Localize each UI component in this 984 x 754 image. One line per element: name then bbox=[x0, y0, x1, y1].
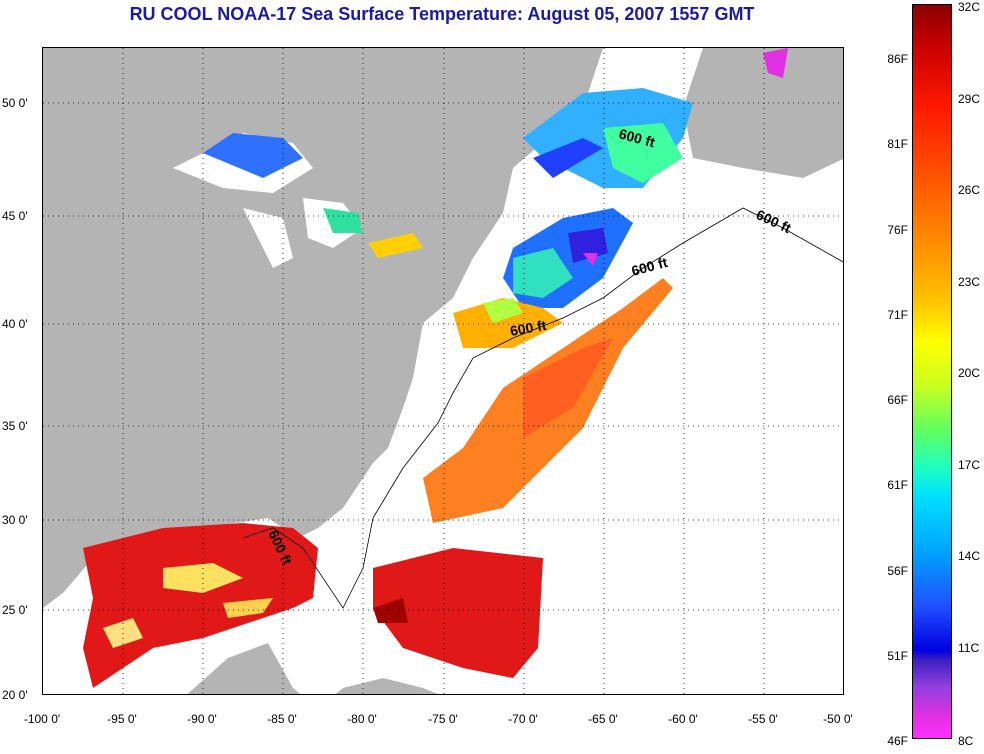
cbar-c-17: 17C bbox=[958, 458, 981, 472]
cbar-c-14: 14C bbox=[958, 549, 981, 563]
isobath-600ft bbox=[242, 207, 843, 609]
cbar-c-29: 29C bbox=[958, 92, 981, 106]
atlantic-sst bbox=[373, 278, 673, 678]
y-tick-35: 35 0' bbox=[2, 419, 28, 433]
great-lakes bbox=[173, 133, 423, 268]
x-tick-minus60: -60 0' bbox=[668, 712, 698, 726]
gulf-maine-sst bbox=[453, 208, 633, 348]
x-tick-minus85: -85 0' bbox=[267, 712, 297, 726]
x-tick-minus100: -100 0' bbox=[23, 712, 61, 726]
x-tick-minus90: -90 0' bbox=[187, 712, 217, 726]
land-areas bbox=[43, 48, 843, 694]
x-tick-minus75: -75 0' bbox=[428, 712, 458, 726]
y-tick-25: 25 0' bbox=[2, 603, 28, 617]
x-tick-minus65: -65 0' bbox=[588, 712, 618, 726]
x-tick-minus80: -80 0' bbox=[347, 712, 377, 726]
cbar-f-71: 71F bbox=[887, 308, 908, 322]
cbar-f-76: 76F bbox=[887, 223, 908, 237]
cbar-c-26: 26C bbox=[958, 183, 981, 197]
cbar-f-81: 81F bbox=[887, 137, 908, 151]
temperature-colorbar bbox=[912, 4, 952, 739]
cbar-f-86: 86F bbox=[887, 52, 908, 66]
cbar-f-66: 66F bbox=[887, 393, 908, 407]
x-tick-minus50: -50 0' bbox=[823, 712, 853, 726]
x-tick-minus95: -95 0' bbox=[107, 712, 137, 726]
cbar-c-23: 23C bbox=[958, 275, 981, 289]
y-tick-50: 50 0' bbox=[2, 96, 28, 110]
contour-label-4: 600 ft bbox=[509, 317, 548, 339]
cbar-c-11: 11C bbox=[958, 641, 980, 655]
cbar-f-46: 46F bbox=[887, 734, 908, 748]
map-title: RU COOL NOAA-17 Sea Surface Temperature:… bbox=[129, 4, 755, 24]
contour-label-2: 600 ft bbox=[754, 206, 794, 236]
cbar-f-61: 61F bbox=[887, 478, 908, 492]
x-tick-minus55: -55 0' bbox=[748, 712, 778, 726]
cbar-c-8: 8C bbox=[958, 734, 974, 748]
cbar-c-32: 32C bbox=[958, 0, 981, 14]
cbar-f-51: 51F bbox=[887, 649, 908, 663]
sst-map: 600 ft 600 ft 600 ft 600 ft 600 ft bbox=[42, 47, 844, 695]
y-tick-40: 40 0' bbox=[2, 317, 28, 331]
y-tick-20: 20 0' bbox=[2, 688, 28, 702]
x-tick-minus70: -70 0' bbox=[508, 712, 538, 726]
gulf-st-lawrence-sst bbox=[523, 48, 788, 188]
cbar-c-20: 20C bbox=[958, 366, 981, 380]
cbar-f-56: 56F bbox=[887, 564, 908, 578]
graticule bbox=[43, 48, 843, 694]
y-tick-30: 30 0' bbox=[2, 513, 28, 527]
y-tick-45: 45 0' bbox=[2, 209, 28, 223]
contour-label-3: 600 ft bbox=[630, 254, 670, 279]
